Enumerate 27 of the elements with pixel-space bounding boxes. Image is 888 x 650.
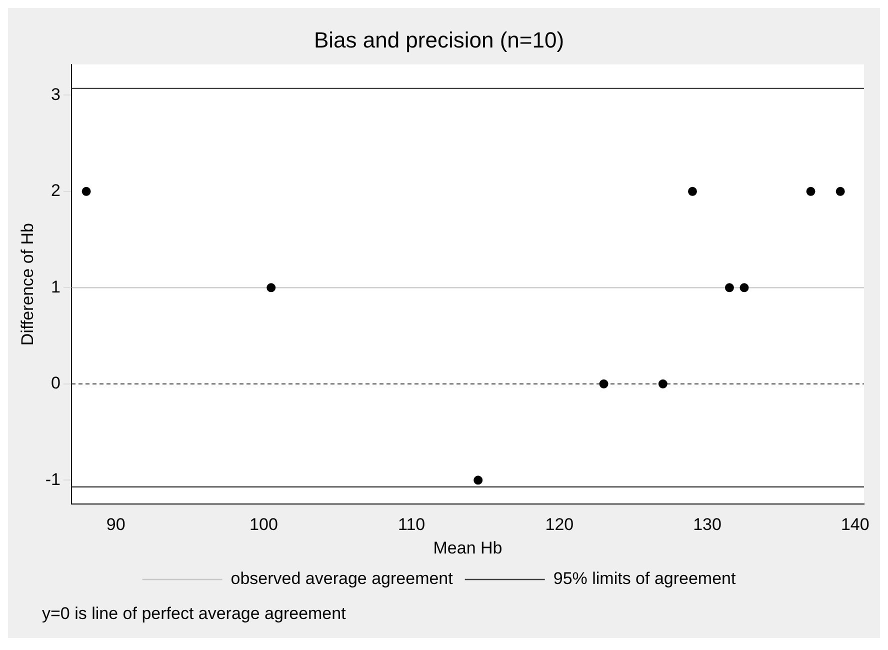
point	[688, 186, 697, 196]
x-tick-label: 110	[398, 515, 426, 534]
y-axis-title: Difference of Hb	[18, 223, 37, 346]
y-tick-label: 1	[51, 277, 61, 296]
legend-label: 95% limits of agreement	[553, 569, 736, 588]
point	[806, 186, 816, 196]
y-tick-label: -1	[45, 470, 61, 489]
x-axis-title: Mean Hb	[433, 538, 502, 558]
x-tick-label: 130	[693, 515, 722, 534]
point	[836, 186, 845, 196]
x-tick-label: 100	[250, 515, 278, 534]
y-tick-label: 3	[51, 84, 61, 104]
point	[474, 476, 483, 485]
text: y=0 is line of perfect average agreement	[42, 604, 347, 624]
point	[266, 283, 276, 292]
point	[740, 283, 749, 292]
point	[658, 379, 668, 388]
legend-label: observed average agreement	[230, 569, 454, 588]
x-tick-label: 120	[545, 515, 574, 534]
y-tick-label: 2	[51, 181, 61, 200]
point	[599, 379, 608, 388]
point	[82, 186, 91, 196]
point	[724, 283, 734, 292]
chart-title: Bias and precision (n=10)	[314, 27, 564, 52]
x-tick-label: 140	[840, 515, 870, 534]
y-tick-label: 0	[51, 374, 61, 393]
x-tick-label: 90	[106, 515, 126, 534]
